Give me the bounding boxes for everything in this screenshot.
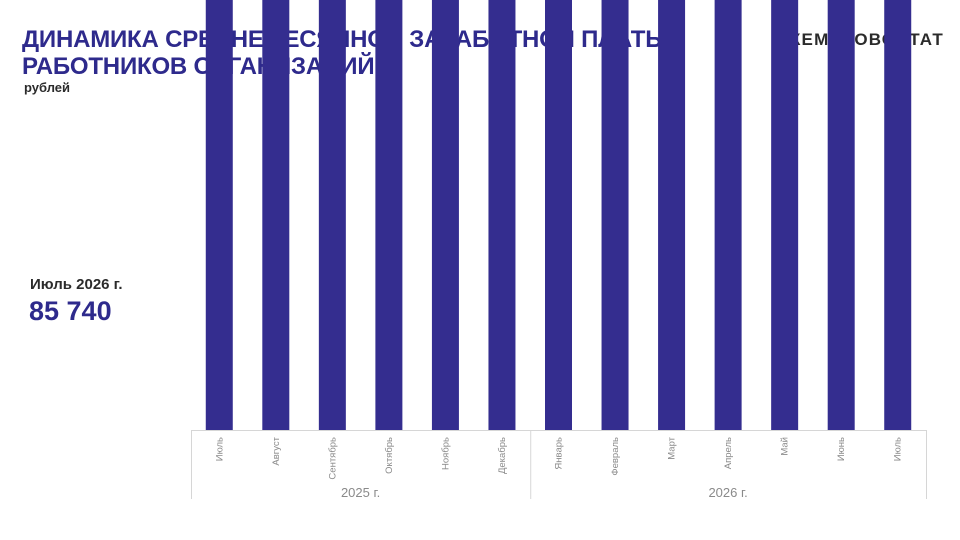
x-tick-label-2: Сентябрь xyxy=(327,437,338,480)
bar-12 xyxy=(884,0,912,430)
group-label-0: 2025 г. xyxy=(341,485,380,500)
kpi-value: 85 740 xyxy=(29,296,112,326)
x-tick-label-7: Февраль xyxy=(610,437,621,476)
x-tick-label-3: Октябрь xyxy=(384,437,395,474)
x-tick-label-0: Июль xyxy=(214,437,225,461)
unit-label: рублей xyxy=(24,80,71,95)
x-tick-label-11: Июнь xyxy=(836,437,847,461)
bar-9 xyxy=(714,0,742,431)
x-tick-label-6: Январь xyxy=(554,437,565,470)
bar-10 xyxy=(771,0,799,431)
bar-7 xyxy=(601,0,629,430)
bar-11 xyxy=(827,0,855,430)
bar-1 xyxy=(262,0,290,430)
x-tick-label-10: Май xyxy=(780,437,791,456)
x-tick-label-8: Март xyxy=(667,436,678,459)
kpi-label: Июль 2026 г. xyxy=(30,276,123,293)
bar-3 xyxy=(375,0,403,430)
x-tick-label-1: Август xyxy=(271,436,282,465)
bar-8 xyxy=(658,0,686,430)
bar-5 xyxy=(488,0,516,430)
bar-4 xyxy=(431,0,459,430)
x-tick-label-4: Ноябрь xyxy=(440,437,451,470)
bar-0 xyxy=(205,0,233,430)
bar-2 xyxy=(318,0,346,431)
group-label-1: 2026 г. xyxy=(708,485,747,500)
x-tick-label-12: Июль xyxy=(893,437,904,461)
bar-6 xyxy=(545,0,572,430)
x-tick-label-9: Апрель xyxy=(723,437,734,469)
x-tick-label-5: Декабрь xyxy=(497,437,508,474)
title-line-2: РАБОТНИКОВ ОРГАНИЗАЦИЙ xyxy=(22,53,375,80)
